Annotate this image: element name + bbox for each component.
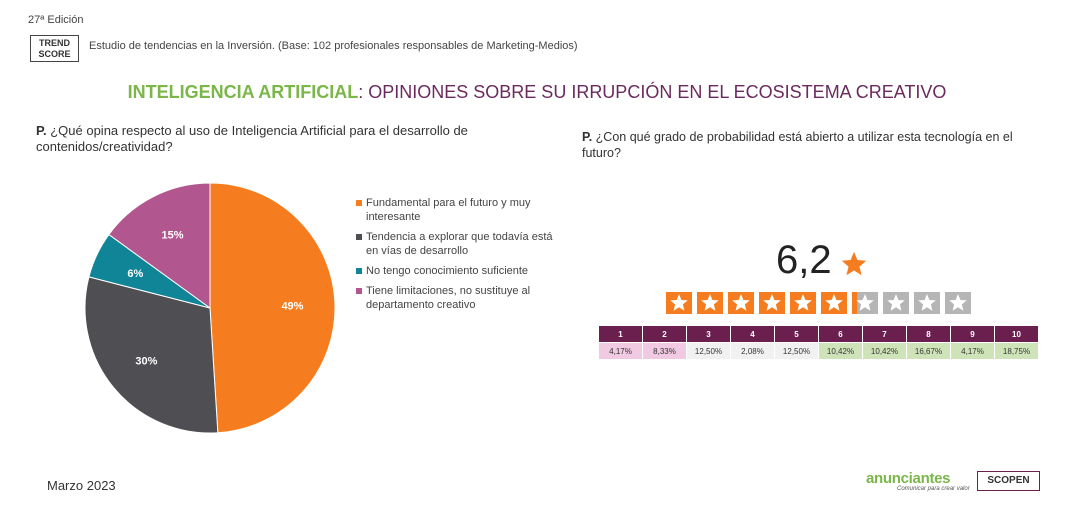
star-icon (883, 292, 909, 314)
legend-item: Fundamental para el futuro y muy interes… (356, 196, 556, 224)
opinion-pie-chart: 49% 30% 6% 15% (84, 182, 336, 434)
table-row: 4,17% 8,33% 12,50% 2,08% 12,50% 10,42% 1… (598, 342, 1039, 360)
table-cell: 12,50% (686, 342, 731, 360)
left-question-text: ¿Qué opina respecto al uso de Inteligenc… (36, 123, 468, 154)
page-title-rest: : OPINIONES SOBRE SU IRRUPCIÓN EN EL ECO… (358, 82, 947, 102)
table-header-cell: 7 (862, 325, 907, 343)
legend-swatch (356, 200, 362, 206)
study-description: Estudio de tendencias en la Inversión. (… (89, 40, 578, 52)
trend-score-line2: SCORE (38, 49, 71, 59)
rating-star (914, 292, 940, 314)
average-score: 6,2 (776, 238, 832, 282)
legend-swatch (356, 234, 362, 240)
legend-label: Fundamental para el futuro y muy interes… (366, 197, 531, 223)
star-icon (841, 251, 867, 276)
right-question-mark: P. (582, 130, 593, 144)
rating-star (790, 292, 816, 314)
table-header-cell: 4 (730, 325, 775, 343)
table-header-cell: 8 (906, 325, 951, 343)
left-question-mark: P. (36, 123, 47, 138)
table-cell: 16,67% (906, 342, 951, 360)
table-header-cell: 10 (994, 325, 1039, 343)
legend-item: No tengo conocimiento suficiente (356, 264, 556, 278)
star-icon (790, 292, 816, 314)
pie-data-label: 15% (162, 229, 184, 241)
pie-data-label: 6% (127, 268, 143, 280)
rating-star (852, 292, 878, 314)
pie-data-label: 30% (135, 356, 157, 368)
left-question: P. ¿Qué opina respecto al uso de Intelig… (36, 123, 516, 155)
report-date: Marzo 2023 (47, 478, 116, 493)
legend-swatch (356, 288, 362, 294)
pie-slice (108, 182, 211, 309)
table-cell: 10,42% (862, 342, 907, 360)
rating-star (728, 292, 754, 314)
table-header-cell: 3 (686, 325, 731, 343)
table-header-cell: 5 (774, 325, 819, 343)
legend-label: Tiene limitaciones, no sustituye al depa… (366, 285, 531, 311)
rating-star (883, 292, 909, 314)
legend-label: No tengo conocimiento suficiente (366, 265, 529, 277)
trend-score-line1: TREND (39, 38, 70, 48)
page-title-highlight: INTELIGENCIA ARTIFICIAL (127, 82, 359, 102)
right-question-text: ¿Con qué grado de probabilidad está abie… (582, 130, 1013, 160)
rating-distribution-table: 1 2 3 4 5 6 7 8 9 10 4,17% 8,33% 12,50% … (598, 325, 1039, 360)
pie-legend: Fundamental para el futuro y muy interes… (356, 196, 556, 318)
star-icon (821, 292, 847, 314)
page-title: INTELIGENCIA ARTIFICIAL: OPINIONES SOBRE… (0, 82, 1074, 103)
table-cell: 8,33% (642, 342, 687, 360)
star-icon (697, 292, 723, 314)
rating-star (945, 292, 971, 314)
legend-item: Tendencia a explorar que todavía está en… (356, 230, 556, 258)
legend-item: Tiene limitaciones, no sustituye al depa… (356, 284, 556, 312)
table-cell: 4,17% (950, 342, 995, 360)
anunciantes-tagline: Comunicar para crear valor (897, 486, 970, 492)
table-cell: 10,42% (818, 342, 863, 360)
table-header-cell: 1 (598, 325, 643, 343)
rating-star (759, 292, 785, 314)
scopen-logo: SCOPEN (977, 471, 1040, 491)
pie-slice (84, 276, 219, 434)
rating-star (697, 292, 723, 314)
table-cell: 18,75% (994, 342, 1039, 360)
star-icon (945, 292, 971, 314)
table-cell: 2,08% (730, 342, 775, 360)
table-header-row: 1 2 3 4 5 6 7 8 9 10 (598, 325, 1039, 343)
legend-swatch (356, 268, 362, 274)
table-cell: 12,50% (774, 342, 819, 360)
star-rating (666, 292, 971, 314)
table-header-cell: 9 (950, 325, 995, 343)
rating-star (666, 292, 692, 314)
star-icon (914, 292, 940, 314)
pie-data-label: 49% (281, 300, 303, 312)
table-header-cell: 2 (642, 325, 687, 343)
trend-score-logo: TREND SCORE (30, 35, 79, 62)
edition-label: 27ª Edición (28, 14, 84, 26)
pie-slice (209, 182, 336, 434)
star-icon (759, 292, 785, 314)
rating-star (821, 292, 847, 314)
star-icon (666, 292, 692, 314)
legend-label: Tendencia a explorar que todavía está en… (366, 231, 553, 257)
star-icon (852, 292, 878, 314)
right-question: P. ¿Con qué grado de probabilidad está a… (582, 129, 1052, 161)
anunciantes-logo: anunciantes (866, 470, 951, 487)
table-cell: 4,17% (598, 342, 643, 360)
star-icon (728, 292, 754, 314)
table-header-cell: 6 (818, 325, 863, 343)
